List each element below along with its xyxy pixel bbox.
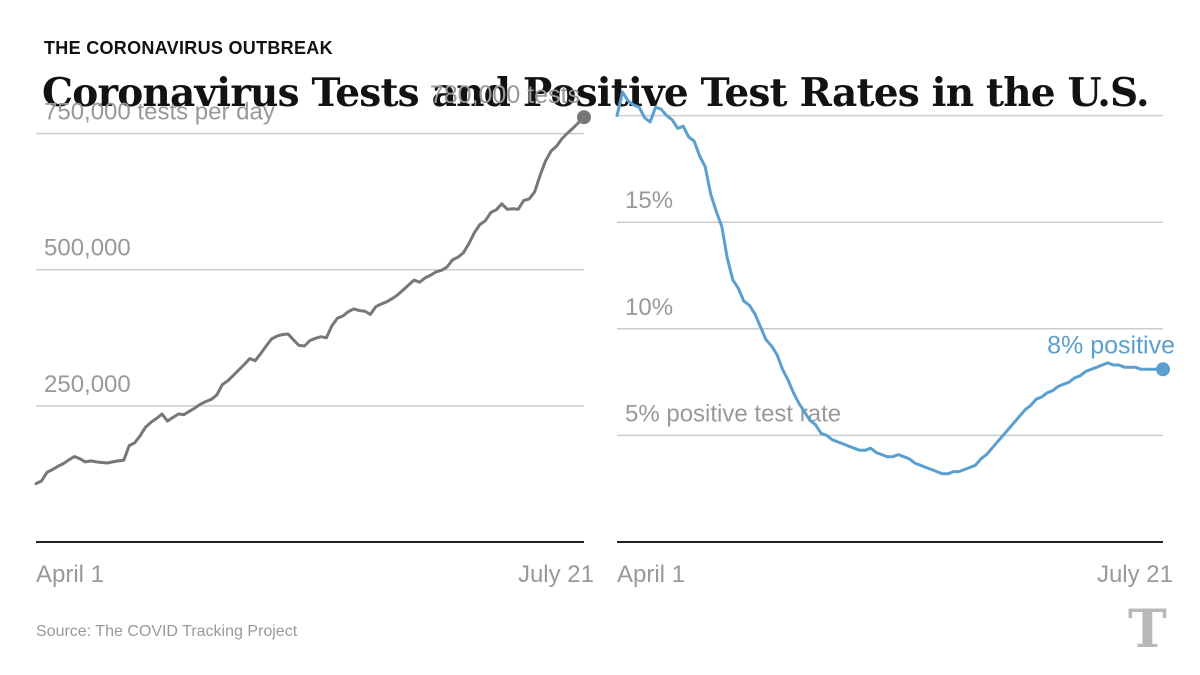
tests-end-point xyxy=(577,110,591,125)
positive_rate-chart: 5% positive test rate 10% 15% April 1 July 2… xyxy=(615,90,1175,588)
positive_rate-end-point xyxy=(1156,362,1170,377)
tests-y-tick-label: 500,000 xyxy=(44,235,131,262)
positive_rate-end-annotation: 8% positive xyxy=(1047,331,1175,359)
positive_rate-x-tick-label-start: April 1 xyxy=(617,561,685,588)
chart-headline: Coronavirus Tests and Positive Test Rate… xyxy=(42,70,1150,116)
tests-chart: 250,000 500,000 750,000 tests per day April… xyxy=(34,81,594,588)
tests-y-tick-label: 250,000 xyxy=(44,371,131,398)
nyt-logo-icon: T xyxy=(1128,599,1167,660)
tests-x-tick-label-start: April 1 xyxy=(36,561,104,588)
tests-x-tick-label-end: July 21 xyxy=(518,561,594,588)
positive_rate-x-tick-label-end: July 21 xyxy=(1097,561,1173,588)
tests-series-line xyxy=(34,115,586,486)
section-kicker: THE CORONAVIRUS OUTBREAK xyxy=(44,38,333,58)
positive_rate-y-tick-label: 10% xyxy=(625,294,673,321)
positive_rate-y-tick-label: 5% positive test rate xyxy=(625,400,841,427)
source-note: Source: The COVID Tracking Project xyxy=(36,623,298,640)
positive_rate-y-tick-label: 15% xyxy=(625,187,673,214)
tests-end-annotation: 780,000 tests xyxy=(430,81,580,109)
positive_rate-series-line xyxy=(615,90,1165,476)
tests-y-tick-label: 750,000 tests per day xyxy=(44,99,275,126)
